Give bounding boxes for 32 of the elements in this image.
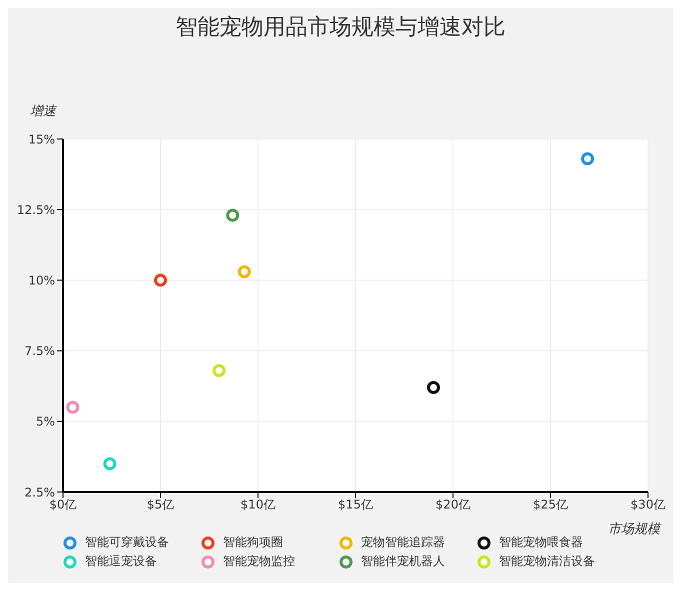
- x-tick-label: $10亿: [240, 498, 276, 512]
- y-axis-title: 增速: [30, 103, 56, 120]
- legend-label: 智能宠物监控: [223, 553, 295, 570]
- y-tick-label: 15%: [28, 132, 55, 146]
- y-tick-label: 12.5%: [16, 202, 55, 217]
- point: [226, 208, 240, 222]
- x-tick-label: $30亿: [630, 498, 666, 512]
- x-tick-label: $5亿: [146, 498, 174, 512]
- x-tick-label: $20亿: [436, 498, 470, 512]
- legend-label: 智能狗项圈: [223, 534, 283, 551]
- x-tick-label: $25亿: [533, 498, 568, 512]
- point: [154, 274, 167, 287]
- x-axis-title: 市场规模: [608, 521, 660, 538]
- legend-label: 智能宠物清洁设备: [499, 553, 595, 570]
- point: [103, 457, 116, 470]
- y-tick-label: 10%: [28, 273, 55, 288]
- point: [238, 265, 251, 278]
- y-tick-label: 5%: [36, 414, 55, 429]
- legend-label: 智能逗宠设备: [85, 553, 157, 570]
- point: [427, 381, 440, 394]
- point: [581, 152, 594, 166]
- chart-title: 智能宠物用品市场规模与增速对比: [174, 14, 506, 42]
- legend-label: 智能宠物喂食器: [499, 534, 583, 551]
- y-tick-label: 2.5%: [24, 485, 55, 500]
- x-tick-label: $15亿: [338, 498, 373, 512]
- legend-label: 宠物智能追踪器: [361, 534, 445, 551]
- legend-label: 智能伴宠机器人: [361, 553, 445, 570]
- x-tick-label: $0亿: [49, 498, 77, 512]
- point: [66, 400, 80, 414]
- legend-label: 智能可穿戴设备: [85, 534, 169, 551]
- point: [212, 364, 226, 378]
- y-tick-label: 7.5%: [24, 344, 55, 358]
